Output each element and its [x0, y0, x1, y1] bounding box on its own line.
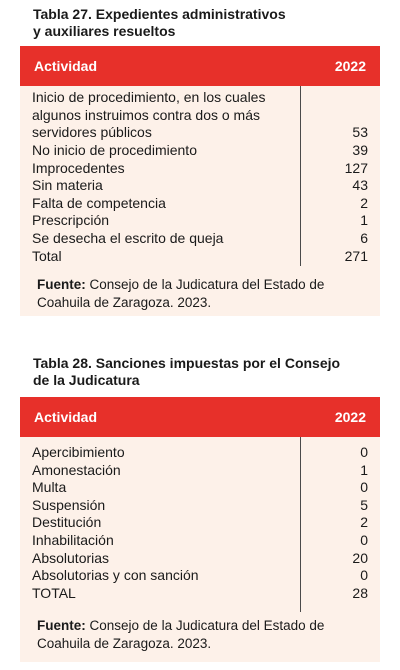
column-header-activity: Actividad	[34, 58, 98, 74]
row-label: Improcedentes	[32, 159, 125, 176]
source-text: Consejo de la Judicatura del Estado de C…	[37, 618, 325, 651]
table-row: Falta de competencia 2	[20, 195, 380, 213]
row-value: 0	[360, 531, 368, 548]
table-27-header: Actividad 2022	[20, 46, 380, 86]
row-label: Inicio de procedimiento, en los cuales a…	[32, 89, 266, 141]
row-value: 2	[360, 514, 368, 531]
row-value: 20	[352, 549, 368, 566]
table-row: Suspensión 5	[20, 497, 380, 515]
table-27-source: Fuente: Consejo de la Judicatura del Est…	[20, 276, 380, 312]
row-value: 0	[360, 444, 368, 460]
source-label: Fuente:	[37, 618, 86, 633]
row-label: Destitución	[32, 514, 102, 531]
table-row: Absolutorias y con sanción 0	[20, 567, 380, 585]
row-label: Absolutorias	[32, 549, 110, 566]
row-label: Se desecha el escrito de queja	[32, 229, 224, 246]
table-27-title-line1: Tabla 27. Expedientes administrativos	[33, 6, 286, 22]
row-value: 0	[360, 567, 368, 584]
table-row: Prescripción 1	[20, 212, 380, 230]
source-label: Fuente:	[37, 277, 86, 292]
table-27: Tabla 27. Expedientes administrativos y …	[20, 6, 380, 316]
table-row: Se desecha el escrito de queja 6	[20, 230, 380, 248]
column-header-year: 2022	[334, 58, 366, 74]
table-row: No inicio de procedimiento 39	[20, 142, 380, 160]
table-row: Apercibimiento 0	[20, 444, 380, 462]
table-28-title: Tabla 28. Sanciones impuestas por el Con…	[20, 355, 380, 389]
table-27-title-line2: y auxiliares resueltos	[33, 23, 176, 39]
table-row-total: TOTAL 28	[20, 585, 380, 603]
table-row: Inicio de procedimiento, en los cuales a…	[20, 89, 380, 142]
row-value: 1	[360, 212, 368, 229]
row-label: Sin materia	[32, 177, 103, 194]
row-label: Absolutorias y con sanción	[32, 567, 199, 584]
row-label: Multa	[32, 479, 67, 496]
row-value: 127	[344, 159, 368, 176]
table-row: Sin materia 43	[20, 177, 380, 195]
column-divider	[300, 86, 301, 266]
column-header-activity: Actividad	[34, 409, 98, 425]
table-28-title-line2: de la Judicatura	[33, 372, 140, 388]
row-value: 43	[352, 177, 368, 194]
table-27-body: Inicio de procedimiento, en los cuales a…	[20, 86, 380, 316]
row-value: 5	[360, 496, 368, 513]
row-label: No inicio de procedimiento	[32, 142, 197, 158]
column-header-year: 2022	[334, 409, 366, 425]
row-label: Total	[32, 247, 62, 264]
row-label: TOTAL	[32, 584, 76, 601]
row-label: Apercibimiento	[32, 444, 125, 460]
table-28: Tabla 28. Sanciones impuestas por el Con…	[20, 355, 380, 662]
table-row-total: Total 271	[20, 248, 380, 266]
row-label: Amonestación	[32, 461, 121, 478]
row-label: Suspensión	[32, 496, 106, 513]
row-value: 2	[360, 194, 368, 211]
table-28-header: Actividad 2022	[20, 397, 380, 437]
row-value: 0	[360, 479, 368, 496]
table-27-title: Tabla 27. Expedientes administrativos y …	[20, 6, 380, 40]
row-label: Falta de competencia	[32, 194, 166, 211]
source-text: Consejo de la Judicatura del Estado de C…	[37, 277, 325, 310]
table-28-body: Apercibimiento 0 Amonestación 1 Multa 0 …	[20, 437, 380, 662]
column-divider	[300, 437, 301, 612]
table-row: Absolutorias 20	[20, 550, 380, 568]
table-row: Improcedentes 127	[20, 160, 380, 178]
row-value: 271	[344, 247, 368, 264]
table-row: Destitución 2	[20, 514, 380, 532]
table-row: Amonestación 1	[20, 462, 380, 480]
table-row: Multa 0	[20, 479, 380, 497]
table-28-source: Fuente: Consejo de la Judicatura del Est…	[20, 617, 380, 653]
row-value: 53	[352, 124, 368, 141]
row-value: 1	[360, 461, 368, 478]
row-label: Prescripción	[32, 212, 110, 229]
row-value: 6	[360, 229, 368, 246]
table-row: Inhabilitación 0	[20, 532, 380, 550]
row-value: 39	[352, 142, 368, 158]
table-28-title-line1: Tabla 28. Sanciones impuestas por el Con…	[33, 355, 341, 371]
row-value: 28	[352, 584, 368, 601]
row-label: Inhabilitación	[32, 531, 114, 548]
